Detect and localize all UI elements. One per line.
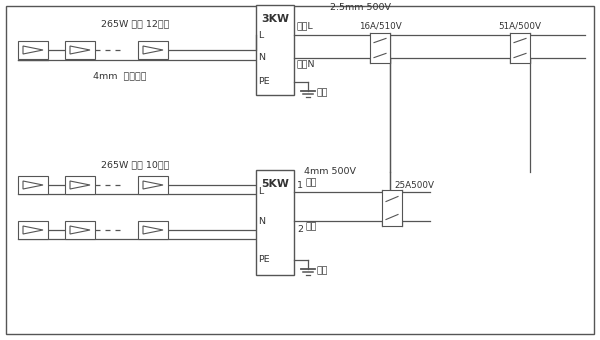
- Bar: [138, 176, 168, 194]
- Polygon shape: [70, 181, 90, 189]
- Text: 地线: 地线: [317, 267, 329, 275]
- Bar: [65, 41, 95, 59]
- Text: PE: PE: [258, 255, 269, 265]
- Text: 地线: 地线: [317, 88, 329, 98]
- Bar: [256, 170, 294, 275]
- Text: L: L: [258, 31, 263, 39]
- Polygon shape: [23, 181, 43, 189]
- Text: 5KW: 5KW: [261, 179, 289, 189]
- Polygon shape: [70, 46, 90, 54]
- Text: 4mm  光伏电缆: 4mm 光伏电缆: [93, 71, 147, 81]
- Bar: [138, 41, 168, 59]
- Bar: [18, 221, 48, 239]
- Text: L: L: [258, 187, 263, 197]
- Polygon shape: [70, 226, 90, 234]
- Text: 16A/510V: 16A/510V: [359, 21, 401, 31]
- Text: 相线: 相线: [306, 178, 317, 187]
- Text: 265W 组件 12串联: 265W 组件 12串联: [101, 19, 169, 29]
- Bar: [18, 41, 48, 59]
- Bar: [256, 5, 294, 95]
- Text: 3KW: 3KW: [261, 14, 289, 24]
- Text: 51A/500V: 51A/500V: [499, 21, 542, 31]
- Text: 零线: 零线: [306, 222, 317, 231]
- Text: 1: 1: [297, 181, 303, 189]
- Text: 2: 2: [297, 225, 303, 235]
- Text: 4mm 500V: 4mm 500V: [304, 168, 356, 176]
- Text: 相线L: 相线L: [297, 21, 314, 30]
- Bar: [65, 221, 95, 239]
- Bar: [18, 176, 48, 194]
- Text: PE: PE: [258, 78, 269, 86]
- Polygon shape: [143, 226, 163, 234]
- Text: 零线N: 零线N: [297, 59, 316, 68]
- Text: 25A500V: 25A500V: [394, 181, 434, 189]
- Text: 265W 组件 10串联: 265W 组件 10串联: [101, 160, 169, 170]
- Text: 2.5mm 500V: 2.5mm 500V: [329, 2, 391, 12]
- Polygon shape: [23, 226, 43, 234]
- Bar: [510, 33, 530, 63]
- Bar: [382, 190, 402, 226]
- Polygon shape: [143, 46, 163, 54]
- Bar: [138, 221, 168, 239]
- Text: N: N: [258, 217, 265, 225]
- Polygon shape: [23, 46, 43, 54]
- Polygon shape: [143, 181, 163, 189]
- Bar: [370, 33, 390, 63]
- Bar: [65, 176, 95, 194]
- Text: N: N: [258, 53, 265, 63]
